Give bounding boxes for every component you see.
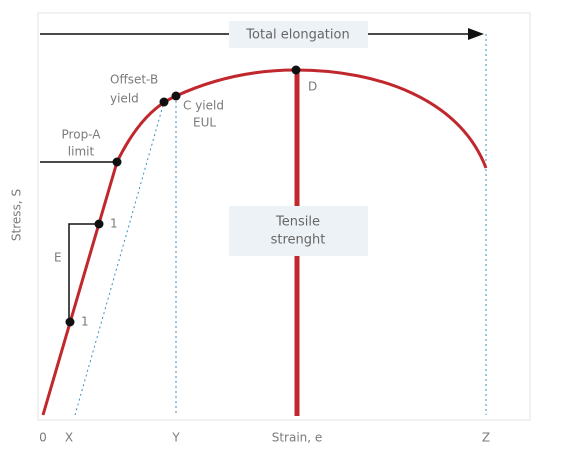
x-point-label: 0 <box>39 431 47 445</box>
label: yield <box>110 92 139 106</box>
label: Total elongation <box>245 28 349 43</box>
label: D <box>308 80 317 94</box>
x-point-label: Z <box>482 431 490 445</box>
label: 1 <box>110 217 118 231</box>
y-axis-label: Stress, S <box>10 189 24 241</box>
point <box>159 97 169 107</box>
arrow-head <box>468 28 484 40</box>
label-box <box>229 21 368 48</box>
point <box>291 65 301 75</box>
label: 1 <box>81 315 89 329</box>
label: Offset-B <box>110 73 158 87</box>
point <box>171 91 181 101</box>
frame <box>37 12 531 421</box>
points <box>65 65 301 327</box>
point <box>65 317 75 327</box>
stress-strain-curve <box>41 68 488 416</box>
x-point-label: X <box>65 431 73 445</box>
label: strenght <box>271 233 326 248</box>
label: E <box>54 251 62 265</box>
label: EUL <box>193 116 216 130</box>
point <box>94 219 104 229</box>
label: limit <box>68 145 95 159</box>
offset-line <box>74 101 165 416</box>
x-axis-label: Strain, e <box>272 431 323 445</box>
label: C yield <box>183 99 224 113</box>
label: Prop-A <box>62 128 102 142</box>
slope-triangle <box>68 223 99 322</box>
label: Tensile <box>275 215 320 230</box>
point <box>112 157 122 167</box>
label-box <box>229 206 368 256</box>
x-point-label: Y <box>171 431 180 445</box>
elongation-box: Total elongation <box>229 21 368 48</box>
tensile-box: Tensile strenght <box>229 206 368 256</box>
